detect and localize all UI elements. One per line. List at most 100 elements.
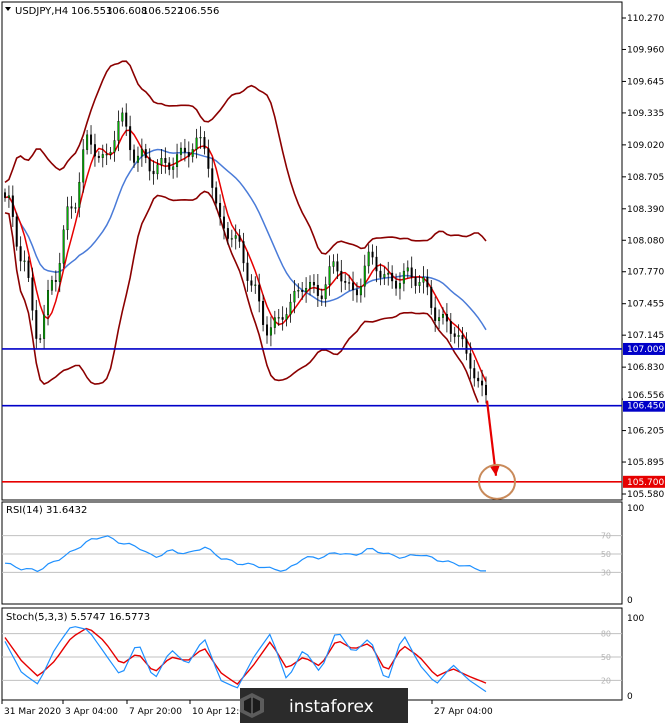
candle (125, 103, 128, 136)
candle (426, 269, 429, 296)
candle (113, 130, 116, 162)
candle (90, 125, 93, 155)
target-circle (478, 463, 516, 500)
candle (348, 274, 351, 291)
candle (485, 376, 488, 404)
rsi-levels: 30 50 70 (2, 532, 622, 577)
candle (11, 185, 14, 228)
time-tick-label: 3 Apr 04:00 (65, 707, 118, 717)
candle (133, 144, 136, 168)
current-price-tag (623, 388, 665, 401)
ohlc-high: 106.608 (106, 6, 147, 17)
candle (289, 293, 292, 323)
watermark-box (240, 688, 408, 723)
price-tick-label: 108.705 (627, 173, 664, 183)
candle (371, 244, 374, 265)
candle (203, 131, 206, 155)
candle (191, 143, 194, 163)
ohlc-close: 106.556 (178, 6, 219, 17)
price-tick-label: 110.270 (627, 14, 664, 24)
ohlc-open: 106.553 (71, 6, 112, 17)
target-arrow (485, 400, 498, 476)
candle (31, 267, 34, 321)
price-panel[interactable]: 105.580105.895106.205106.515106.830107.1… (1, 1, 665, 501)
candle (449, 312, 452, 342)
candle (93, 133, 96, 167)
candle (140, 138, 143, 167)
candle (262, 294, 265, 332)
candle (183, 138, 186, 162)
candle (320, 288, 323, 306)
rsi-line (4, 535, 486, 573)
time-tick-label: 10 Apr 12:00 (192, 707, 251, 717)
price-tick-label: 109.960 (627, 45, 664, 55)
bollinger-bands (4, 60, 487, 403)
candle (250, 274, 253, 292)
candle (148, 148, 151, 181)
candle (58, 252, 61, 293)
horizontal-levels[interactable] (2, 348, 622, 483)
candle (473, 359, 476, 387)
candle (309, 275, 312, 296)
candle (297, 283, 300, 299)
candle (176, 143, 179, 178)
candle (219, 194, 222, 226)
rsi-panel[interactable]: 30 50 70 0 100 RSI(14) 31.6432 (1, 501, 644, 606)
moving-averages (4, 129, 487, 382)
price-level-tag-label: 105.700 (627, 478, 664, 488)
candle (27, 256, 30, 283)
candle (352, 271, 355, 301)
candle (305, 277, 308, 303)
stoch-header: Stoch(5,3,3) 5.5747 16.5773 (6, 612, 150, 623)
current-price-label: 106.556 (627, 391, 664, 401)
candle (160, 148, 163, 174)
stoch-level-label: 80 (601, 630, 611, 639)
candle (418, 275, 421, 293)
candle (62, 225, 65, 268)
candle (355, 282, 358, 303)
ma-slow-line (4, 148, 487, 331)
price-level-tag (623, 399, 665, 412)
candle (398, 272, 401, 300)
candle (179, 142, 182, 161)
candle (340, 259, 343, 293)
candle (78, 172, 81, 218)
candle (383, 266, 386, 285)
candle (43, 304, 46, 349)
price-tick-label: 109.335 (627, 109, 664, 119)
candle (273, 310, 276, 335)
candle (406, 260, 409, 279)
candle (477, 371, 480, 388)
price-panel-frame (1, 1, 623, 501)
rsi-level-label: 30 (601, 568, 611, 577)
candle (144, 143, 147, 164)
time-tick-label: 31 Mar 2020 (4, 707, 61, 717)
candle (285, 307, 288, 327)
candle (164, 147, 167, 174)
price-tags: 107.009 106.450 105.700 106.556 (623, 342, 665, 488)
candle (312, 274, 315, 294)
stoch-level-label: 20 (601, 676, 611, 685)
candle (328, 255, 331, 296)
candle (70, 196, 73, 219)
stoch-tick-label: 100 (627, 614, 644, 624)
candle (54, 270, 57, 292)
candle (301, 282, 304, 300)
candle (211, 157, 214, 199)
candle (434, 296, 437, 332)
candle (453, 326, 456, 344)
symbol-dropdown-icon[interactable] (5, 7, 11, 11)
candle (39, 334, 42, 344)
candle (375, 245, 378, 283)
candle (465, 332, 468, 361)
candle (391, 265, 394, 289)
price-level-tag (623, 475, 665, 488)
symbol-label: USDJPY,H4 (15, 6, 68, 17)
rsi-tick-label: 0 (627, 596, 633, 606)
candle (422, 266, 425, 294)
candle (207, 139, 210, 178)
candle (410, 256, 413, 289)
price-tick-label: 107.145 (627, 331, 664, 341)
price-tick-label: 108.390 (627, 205, 664, 215)
